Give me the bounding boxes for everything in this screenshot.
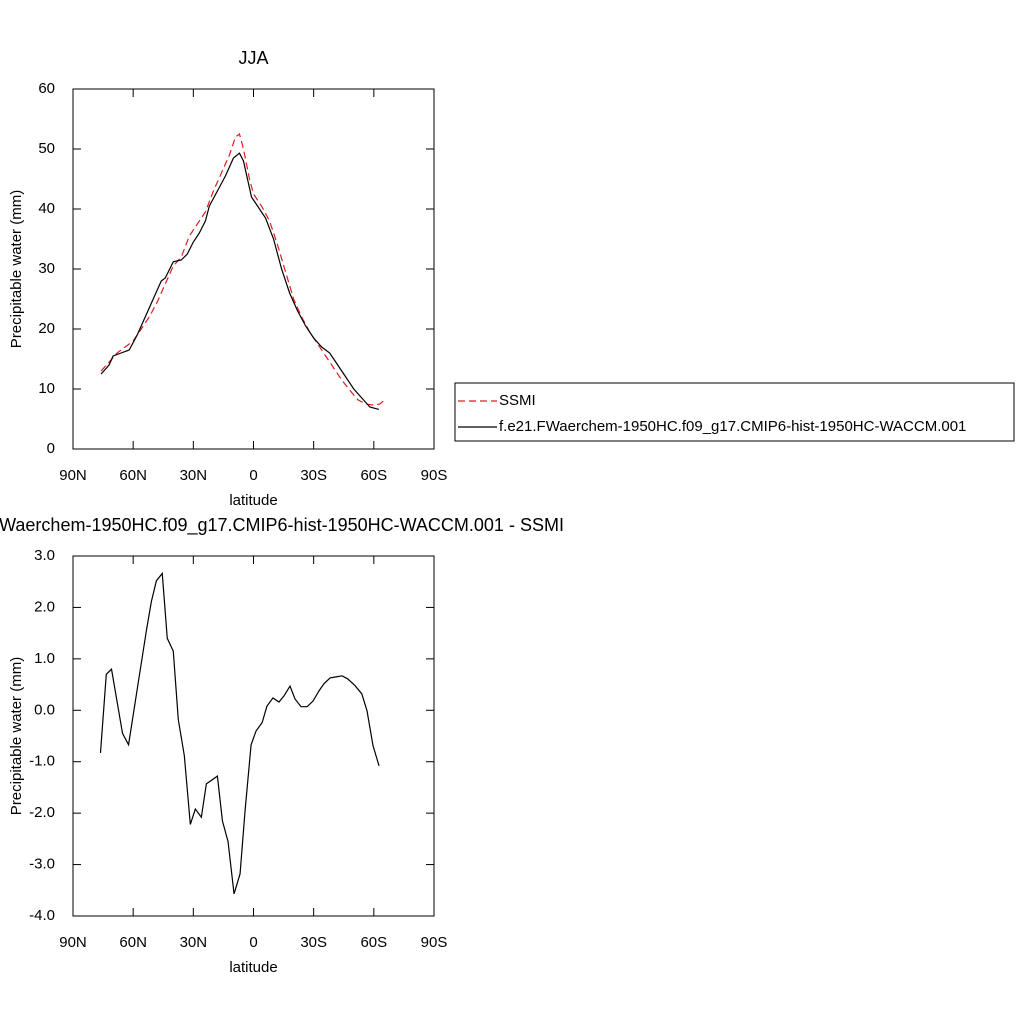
data-line	[100, 152, 380, 410]
legend-label: SSMI	[499, 392, 536, 409]
x-tick-label: 0	[249, 467, 257, 484]
y-tick-label: 50	[38, 140, 55, 157]
x-tick-label: 60S	[360, 934, 387, 951]
x-tick-label: 90N	[59, 934, 87, 951]
x-tick-label: 30N	[180, 467, 208, 484]
y-tick-label: -1.0	[29, 753, 55, 770]
x-tick-label: 30N	[180, 934, 208, 951]
x-tick-label: 30S	[300, 934, 327, 951]
y-tick-label: 1.0	[34, 650, 55, 667]
y-tick-label: 10	[38, 380, 55, 397]
y-tick-label: -4.0	[29, 907, 55, 924]
y-tick-label: 3.0	[34, 547, 55, 564]
data-line	[99, 571, 380, 895]
y-tick-label: -2.0	[29, 804, 55, 821]
legend-label: f.e21.FWaerchem-1950HC.f09_g17.CMIP6-his…	[499, 418, 966, 435]
y-axis-label: Precipitable water (mm)	[8, 657, 25, 815]
y-tick-label: 60	[38, 80, 55, 97]
plot-frame	[72, 555, 435, 917]
x-tick-label: 90S	[421, 934, 448, 951]
x-tick-label: 90N	[59, 467, 87, 484]
legend-box	[454, 382, 1015, 442]
y-tick-label: 40	[38, 200, 55, 217]
chart-title: f.e21.FWaerchem-1950HC.f09_g17.CMIP6-his…	[0, 515, 564, 536]
x-tick-label: 60S	[360, 467, 387, 484]
x-tick-label: 30S	[300, 467, 327, 484]
x-tick-label: 60N	[119, 467, 147, 484]
plot-frame	[72, 88, 435, 450]
y-tick-label: 30	[38, 260, 55, 277]
x-axis-label: latitude	[229, 959, 277, 976]
y-tick-label: 0	[47, 440, 55, 457]
x-tick-label: 60N	[119, 934, 147, 951]
x-tick-label: 0	[249, 934, 257, 951]
x-axis-label: latitude	[229, 492, 277, 509]
data-line	[100, 132, 386, 406]
chart-title: JJA	[238, 48, 268, 68]
y-tick-label: 0.0	[34, 701, 55, 718]
y-axis-label: Precipitable water (mm)	[8, 190, 25, 348]
y-tick-label: 20	[38, 320, 55, 337]
x-tick-label: 90S	[421, 467, 448, 484]
y-tick-label: -3.0	[29, 856, 55, 873]
y-tick-label: 2.0	[34, 598, 55, 615]
